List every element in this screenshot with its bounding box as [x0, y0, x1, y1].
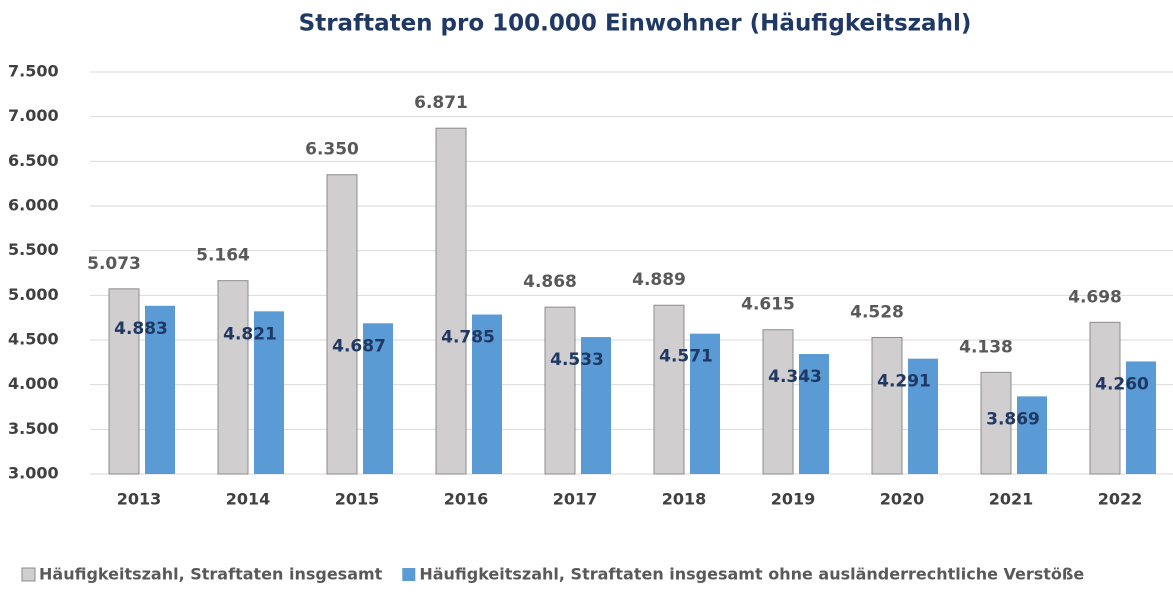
bar: [363, 323, 393, 474]
bar: [690, 333, 720, 474]
y-tick-label: 5.500: [8, 240, 59, 259]
data-label: 4.533: [550, 350, 604, 370]
data-label: 4.138: [959, 337, 1013, 357]
bar: [217, 280, 249, 475]
x-tick-label: 2016: [444, 490, 489, 509]
x-tick-label: 2020: [880, 490, 925, 509]
data-label: 6.350: [305, 140, 359, 160]
data-label: 3.869: [986, 409, 1040, 429]
data-label: 4.889: [632, 270, 686, 290]
data-label: 6.871: [414, 93, 468, 113]
data-label: 4.687: [332, 336, 386, 356]
bar: [254, 311, 284, 474]
x-tick-label: 2019: [771, 490, 816, 509]
bar: [1126, 361, 1156, 474]
data-label: 4.343: [768, 367, 822, 387]
bar: [908, 358, 938, 474]
bar: [472, 314, 502, 474]
y-tick-label: 4.000: [8, 374, 59, 393]
bar: [145, 305, 175, 474]
legend-swatch: [21, 567, 36, 582]
bar: [435, 127, 467, 475]
y-tick-label: 4.500: [8, 330, 59, 349]
legend-label: Häufigkeitszahl, Straftaten insgesamt: [39, 565, 383, 584]
y-tick-label: 3.000: [8, 464, 59, 483]
data-label: 4.615: [741, 295, 795, 315]
x-tick-label: 2015: [335, 490, 380, 509]
y-tick-label: 3.500: [8, 419, 59, 438]
data-label: 4.821: [223, 324, 277, 344]
chart-title: Straftaten pro 100.000 Einwohner (Häufig…: [299, 11, 972, 37]
data-label: 4.528: [850, 302, 904, 322]
y-tick-label: 7.000: [8, 106, 59, 125]
y-tick-label: 7.500: [8, 62, 59, 81]
y-tick-label: 6.000: [8, 196, 59, 215]
bar: [1017, 396, 1047, 474]
bar: [108, 288, 140, 475]
bar: [871, 336, 903, 475]
data-label: 4.571: [659, 347, 713, 367]
bar: [653, 304, 685, 475]
bar: [762, 329, 794, 475]
legend-label: Häufigkeitszahl, Straftaten insgesamt oh…: [419, 565, 1084, 584]
data-label: 4.291: [877, 372, 931, 392]
data-label: 4.260: [1095, 374, 1149, 394]
x-tick-label: 2013: [117, 490, 162, 509]
bar: [1089, 321, 1121, 475]
x-tick-label: 2014: [226, 490, 271, 509]
data-label: 5.164: [196, 246, 250, 266]
bar: [326, 174, 358, 475]
bar: [544, 306, 576, 475]
x-tick-label: 2017: [553, 490, 598, 509]
bar: [799, 354, 829, 474]
data-label: 4.698: [1068, 287, 1122, 307]
data-label: 4.868: [523, 272, 577, 292]
data-label: 4.785: [441, 328, 495, 348]
data-label: 5.073: [87, 254, 141, 274]
x-tick-label: 2022: [1098, 490, 1143, 509]
y-tick-label: 6.500: [8, 151, 59, 170]
x-tick-label: 2018: [662, 490, 707, 509]
bar: [980, 371, 1012, 475]
bar: [581, 337, 611, 474]
x-tick-label: 2021: [989, 490, 1034, 509]
legend-swatch: [402, 568, 416, 581]
data-label: 4.883: [114, 319, 168, 339]
y-tick-label: 5.000: [8, 285, 59, 304]
